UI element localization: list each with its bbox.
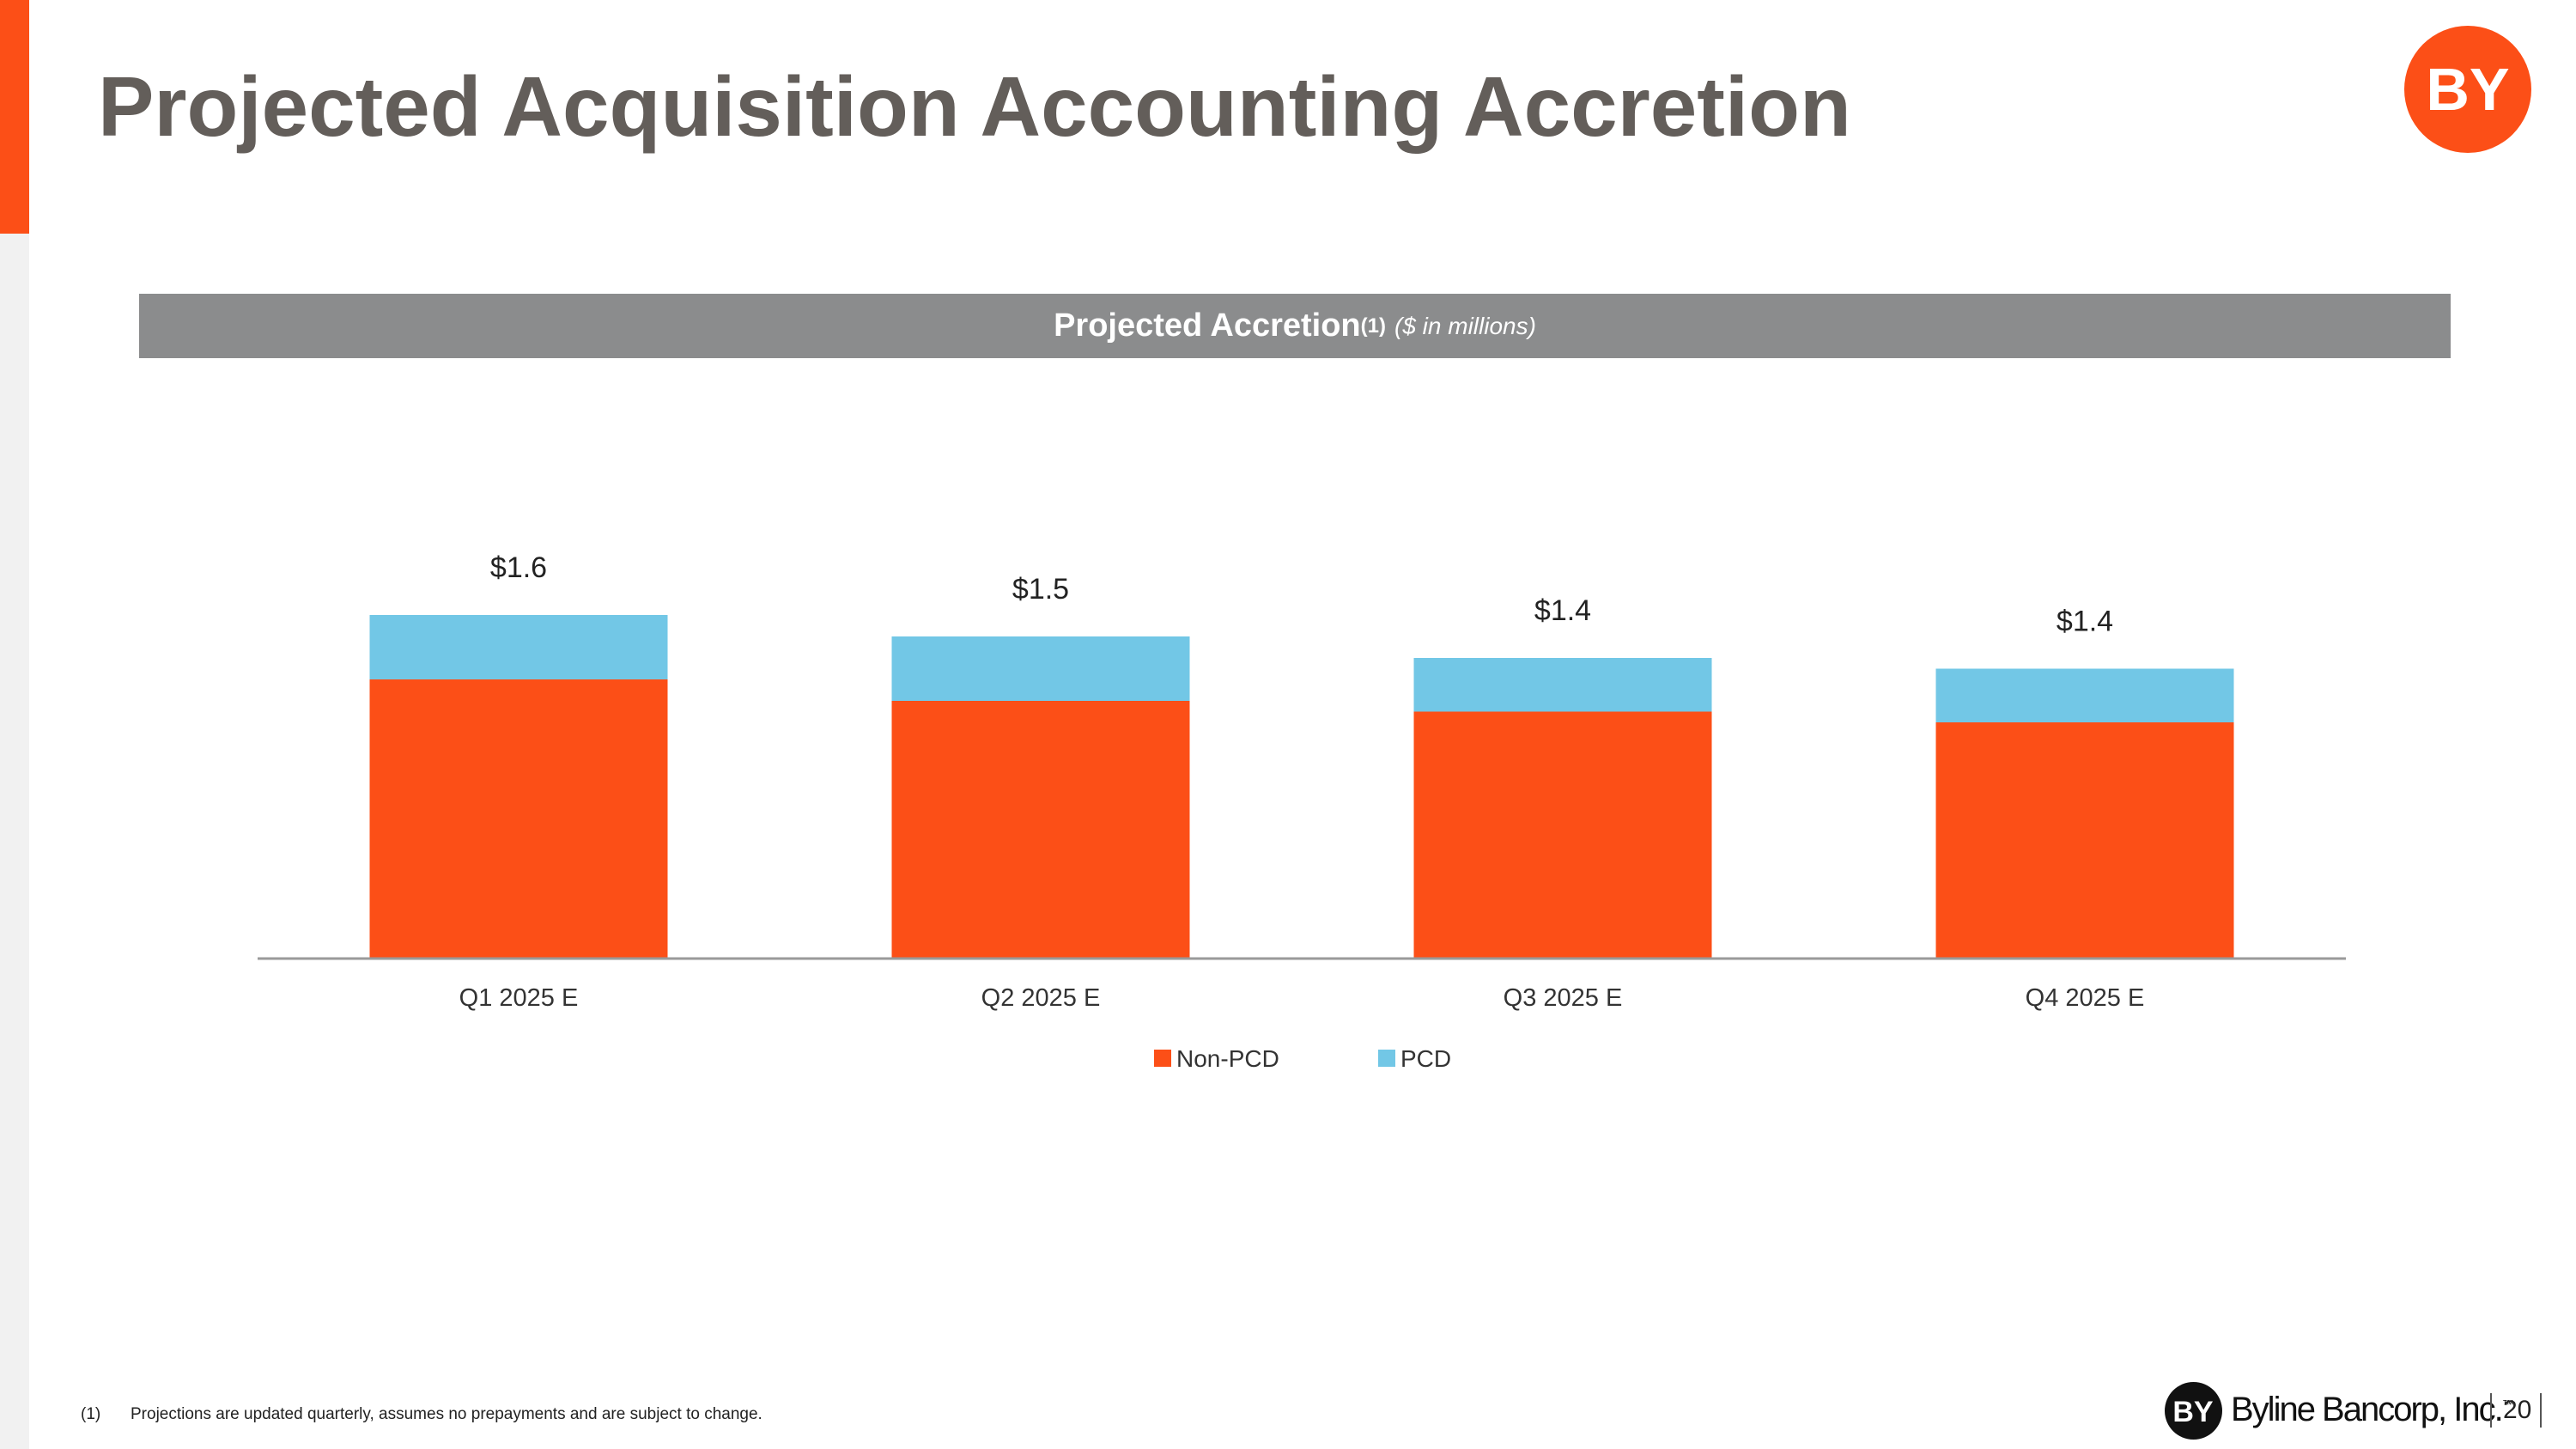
logo-text: BY xyxy=(2426,56,2509,123)
footnote: (1) Projections are updated quarterly, as… xyxy=(81,1405,762,1424)
total-label-1: $1.6 xyxy=(490,551,547,584)
brand-name-text: Byline Bancorp, Inc. xyxy=(2231,1391,2504,1428)
bar-pcd-4 xyxy=(1935,668,2234,722)
chart-banner: Projected Accretion (1) ($ in millions) xyxy=(139,294,2451,358)
bar-non-pcd-3 xyxy=(1413,711,1712,959)
bar-pcd-2 xyxy=(891,636,1190,701)
byline-logo-icon: BY xyxy=(2404,26,2531,153)
footnote-text: Projections are updated quarterly, assum… xyxy=(131,1405,762,1423)
page-separator-left xyxy=(2490,1393,2492,1428)
x-tick-label-2: Q2 2025 E xyxy=(981,984,1101,1012)
total-label-4: $1.4 xyxy=(2057,606,2113,638)
left-rail xyxy=(0,0,29,1449)
page-separator-right xyxy=(2540,1393,2542,1428)
bar-pcd-3 xyxy=(1413,658,1712,712)
legend-label-2: PCD xyxy=(1400,1045,1451,1072)
legend-swatch-2 xyxy=(1378,1050,1395,1067)
banner-footnote-ref: (1) xyxy=(1360,314,1386,338)
total-label-3: $1.4 xyxy=(1534,594,1591,627)
bar-non-pcd-2 xyxy=(891,701,1190,959)
brand-mark-text: BY xyxy=(2172,1396,2214,1428)
left-accent-bar xyxy=(0,0,29,234)
footnote-number: (1) xyxy=(81,1405,101,1423)
bar-pcd-1 xyxy=(369,615,668,679)
total-label-2: $1.5 xyxy=(1012,573,1069,606)
page-number: 20 xyxy=(2503,1396,2532,1424)
slide-title: Projected Acquisition Accounting Accreti… xyxy=(98,59,1851,154)
banner-title: Projected Accretion xyxy=(1054,307,1361,344)
brand-trademark: ™ xyxy=(2501,1397,2514,1411)
x-tick-label-1: Q1 2025 E xyxy=(459,984,579,1012)
legend-label-1: Non-PCD xyxy=(1176,1045,1279,1072)
brand-name: Byline Bancorp, Inc.™ xyxy=(2231,1391,2514,1429)
x-tick-label-3: Q3 2025 E xyxy=(1504,984,1623,1012)
banner-subtitle: ($ in millions) xyxy=(1394,312,1536,339)
x-tick-label-4: Q4 2025 E xyxy=(2026,984,2145,1012)
bar-non-pcd-4 xyxy=(1935,722,2234,959)
legend-swatch-1 xyxy=(1154,1050,1171,1067)
bar-non-pcd-1 xyxy=(369,679,668,959)
brand-mark-icon: BY xyxy=(2165,1382,2222,1440)
